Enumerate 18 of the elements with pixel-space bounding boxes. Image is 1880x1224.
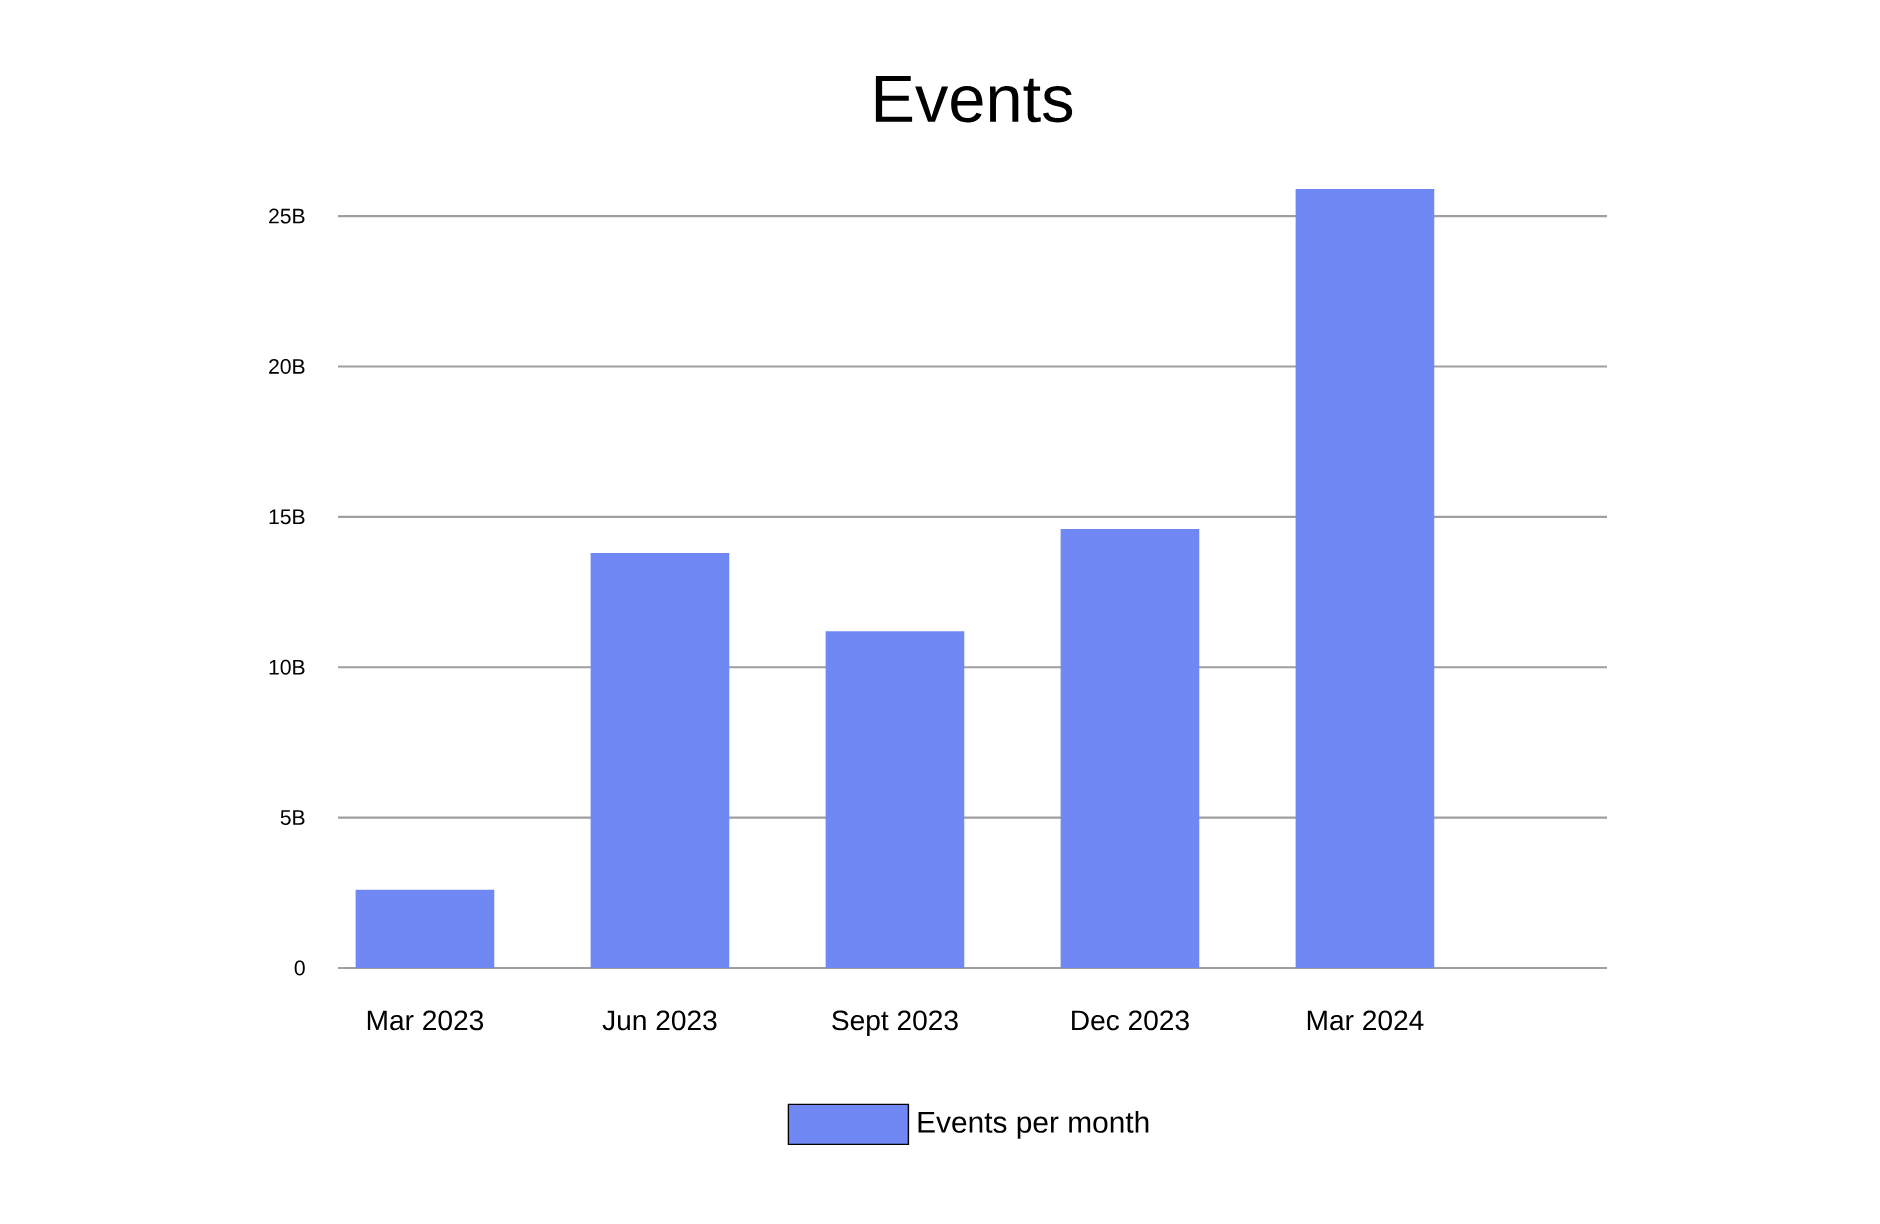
y-tick-label: 10B: [269, 659, 305, 675]
bar: [590, 552, 730, 968]
y-tick-label: 25B: [269, 208, 305, 224]
y-tick-label: 15B: [269, 509, 305, 525]
chart-title: Events: [875, 75, 1073, 123]
x-tick-label: Mar 2024: [1307, 1010, 1424, 1031]
legend-label: Events per month: [918, 1110, 1149, 1139]
y-tick-label: 0: [294, 960, 305, 976]
y-tick-label: 20B: [269, 359, 305, 374]
bar: [1295, 189, 1435, 968]
bar: [1060, 528, 1200, 968]
x-tick-label: Dec 2023: [1072, 1010, 1189, 1031]
bar: [825, 631, 965, 968]
x-tick-label: Sept 2023: [832, 1010, 958, 1036]
x-tick-label: Jun 2023: [602, 1010, 717, 1031]
x-tick-label: Mar 2023: [367, 1010, 484, 1031]
y-tick-label: 5B: [280, 810, 305, 825]
bar: [355, 889, 495, 968]
